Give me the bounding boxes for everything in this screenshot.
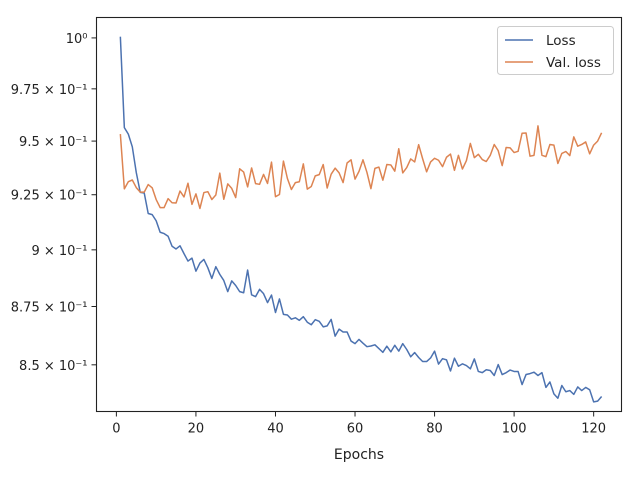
x-tick-label: 120 xyxy=(581,422,606,437)
series-line-1 xyxy=(119,125,603,210)
series-line-0 xyxy=(119,36,603,403)
legend: Loss Val. loss xyxy=(497,26,614,75)
x-tick-label: 60 xyxy=(347,422,364,437)
x-tick-label: 20 xyxy=(188,422,205,437)
x-tick-label: 100 xyxy=(502,422,527,437)
y-tick-label: 8.75 × 10⁻¹ xyxy=(11,301,88,316)
y-tick-label: 9.5 × 10⁻¹ xyxy=(19,135,87,150)
plot-frame xyxy=(95,16,623,413)
y-tick-label: 8.5 × 10⁻¹ xyxy=(19,359,87,374)
y-axis: 10⁰ 9.75 × 10⁻¹ 9.5 × 10⁻¹ 9.25 × 10⁻¹ 9 × 1… xyxy=(11,32,97,374)
plot-lines xyxy=(119,36,603,403)
x-tick-label: 80 xyxy=(426,422,443,437)
legend-label-1: Val. loss xyxy=(546,55,601,71)
x-tick-label: 0 xyxy=(112,422,120,437)
x-tick-label: 40 xyxy=(267,422,284,437)
y-tick-label: 9.25 × 10⁻¹ xyxy=(11,189,88,204)
y-tick-label: 10⁰ xyxy=(66,32,88,47)
x-axis-label: Epochs xyxy=(334,447,384,463)
y-tick-label: 9 × 10⁻¹ xyxy=(31,244,87,259)
x-axis: 0 20 40 60 80 100 120 xyxy=(112,411,606,437)
legend-label-0: Loss xyxy=(546,33,576,49)
y-tick-label: 9.75 × 10⁻¹ xyxy=(11,83,88,98)
